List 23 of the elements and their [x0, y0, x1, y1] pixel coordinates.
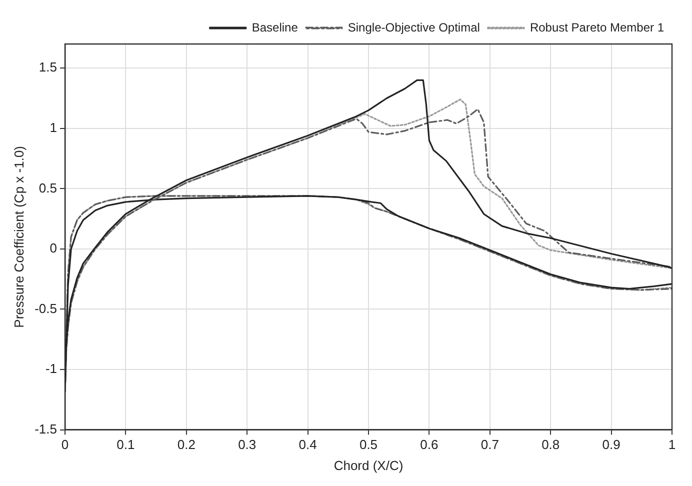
x-tick-label: 0.3 — [238, 437, 256, 452]
y-tick-label: -1 — [45, 361, 57, 376]
y-tick-label: 1 — [50, 120, 57, 135]
x-tick-label: 0.2 — [177, 437, 196, 452]
y-tick-label: 0.5 — [38, 180, 57, 196]
x-tick-label: 0.9 — [602, 437, 620, 452]
y-axis-title: Pressure Coefficient (Cp x -1.0) — [11, 146, 26, 328]
x-tick-label: 0.6 — [420, 437, 438, 452]
y-tick-label: -0.5 — [34, 300, 57, 316]
x-tick-label: 0 — [61, 437, 69, 452]
x-axis-title: Chord (X/C) — [334, 458, 404, 473]
legend-label: Robust Pareto Member 1 — [530, 20, 664, 34]
x-tick-label: 0.4 — [298, 437, 317, 452]
legend-label: Baseline — [252, 20, 298, 34]
x-tick-label: 0.1 — [116, 437, 135, 452]
legend-label: Single-Objective Optimal — [348, 20, 480, 34]
x-tick-label: 1 — [668, 437, 676, 452]
y-tick-label: -1.5 — [34, 421, 57, 436]
x-tick-label: 0.7 — [480, 437, 499, 452]
y-tick-label: 1.5 — [38, 60, 57, 75]
x-tick-label: 0.8 — [542, 437, 560, 452]
x-tick-label: 0.5 — [359, 437, 378, 452]
y-tick-label: 0 — [50, 240, 57, 256]
